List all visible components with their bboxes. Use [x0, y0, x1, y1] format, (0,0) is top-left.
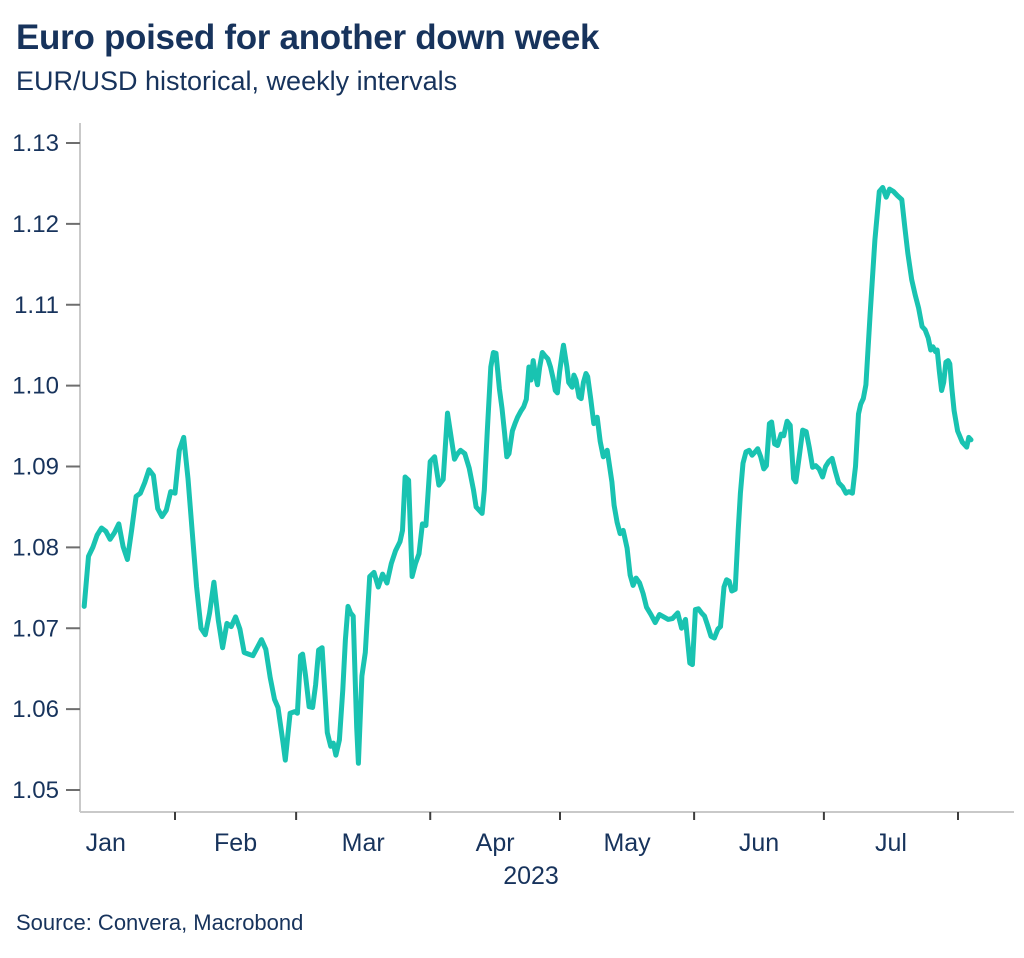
x-axis-month-label: Mar: [342, 829, 385, 857]
x-axis-year-label: 2023: [503, 862, 559, 890]
y-axis-label: 1.05: [12, 777, 59, 804]
x-axis-month-label: Jul: [875, 829, 907, 857]
y-axis-label: 1.08: [12, 534, 59, 561]
source-note: Source: Convera, Macrobond: [16, 910, 304, 935]
chart-subtitle: EUR/USD historical, weekly intervals: [16, 66, 458, 96]
x-axis-month-label: Feb: [214, 829, 257, 857]
chart-title: Euro poised for another down week: [16, 18, 600, 57]
y-axis-label: 1.07: [12, 615, 59, 642]
x-axis-month-label: Jan: [86, 829, 126, 857]
x-axis-month-label: May: [603, 829, 651, 857]
x-axis-month-label: Apr: [476, 829, 515, 857]
y-axis-label: 1.11: [14, 292, 59, 319]
x-axis-month-label: Jun: [739, 829, 779, 857]
y-axis-label: 1.06: [12, 696, 59, 723]
y-axis-label: 1.10: [12, 373, 59, 400]
price-line: [81, 185, 974, 766]
y-axis-label: 1.12: [12, 211, 59, 238]
y-axis-label: 1.09: [12, 454, 59, 481]
y-axis-label: 1.13: [12, 130, 59, 157]
